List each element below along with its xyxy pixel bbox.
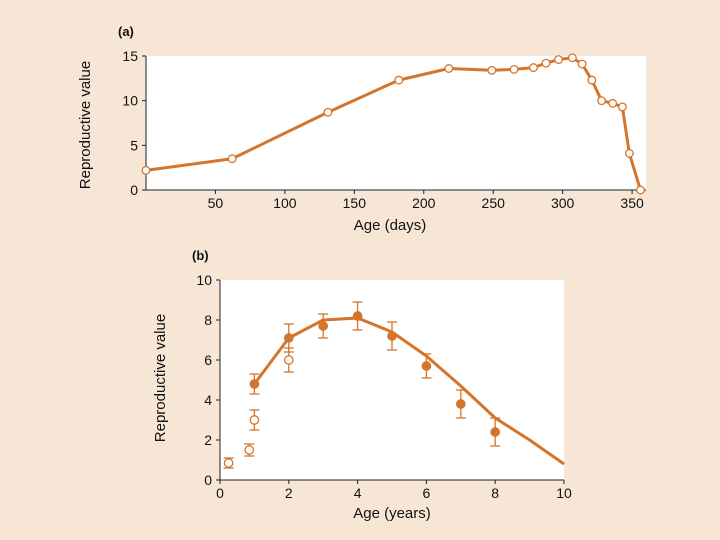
panel-b-x-tick-label: 0 bbox=[216, 485, 224, 501]
panel-a-y-axis-title: Reproductive value bbox=[77, 61, 94, 189]
panel-b-open-point bbox=[283, 355, 294, 365]
panel-b-filled-point bbox=[421, 361, 432, 371]
panel-b-filled-point bbox=[455, 399, 466, 409]
panel-a-open-point bbox=[577, 59, 587, 69]
panel-b-y-tick-label: 2 bbox=[204, 432, 212, 448]
panel-a-plot-area bbox=[146, 56, 646, 190]
panel-a-y-tick-label: 10 bbox=[122, 93, 138, 109]
panel-b-filled-point bbox=[249, 379, 260, 389]
panel-b-series-line bbox=[253, 316, 565, 466]
panel-b-open-point bbox=[244, 445, 255, 455]
panel-b-filled-point bbox=[352, 311, 363, 321]
panel-a-x-tick-label: 150 bbox=[343, 195, 367, 211]
panel-a-x-axis-title: Age (days) bbox=[354, 217, 427, 234]
panel-a-open-point bbox=[567, 53, 577, 63]
panel-b-y-tick-label: 4 bbox=[204, 392, 212, 408]
panel-a-open-point bbox=[608, 98, 618, 108]
panel-b-x-axis-title: Age (years) bbox=[353, 505, 431, 522]
panel-a-series bbox=[141, 53, 645, 195]
panel-a-x-tick-label: 350 bbox=[620, 195, 644, 211]
panel-b-x-tick-label: 2 bbox=[285, 485, 293, 501]
panel-a-label: (a) bbox=[118, 24, 134, 39]
panel-b-y-tick-label: 0 bbox=[204, 472, 212, 488]
panel-a-x-tick-label: 100 bbox=[273, 195, 297, 211]
panel-a-ticks: 50 100 150 200 250 300 350 0 5 10 15 bbox=[122, 48, 644, 211]
panel-b-x-tick-label: 4 bbox=[354, 485, 362, 501]
panel-a-open-point bbox=[394, 75, 404, 85]
panel-a-open-point bbox=[227, 154, 237, 164]
panel-b-open-point bbox=[249, 415, 260, 425]
panel-b-filled-point bbox=[387, 331, 397, 341]
panel-a-open-point bbox=[487, 65, 497, 75]
panel-b-ticks: 0 2 4 6 8 10 0 2 4 6 8 10 bbox=[196, 272, 572, 501]
panel-a-open-point bbox=[541, 58, 551, 68]
panel-b-series bbox=[223, 301, 565, 469]
panel-a-x-tick-label: 200 bbox=[412, 195, 436, 211]
panel-a-open-point bbox=[554, 55, 563, 65]
panel-b-y-tick-label: 8 bbox=[204, 312, 212, 328]
panel-b-y-tick-label: 6 bbox=[204, 352, 212, 368]
panel-b-filled-point bbox=[490, 427, 501, 437]
panel-a-open-point bbox=[323, 107, 333, 117]
panel-a-x-tick-label: 300 bbox=[551, 195, 575, 211]
panel-b-y-axis-title: Reproductive value bbox=[152, 314, 169, 442]
panel-a-open-point bbox=[635, 185, 645, 195]
panel-a-open-point bbox=[141, 165, 151, 175]
panel-a-x-tick-label: 50 bbox=[208, 195, 224, 211]
panel-a-open-point bbox=[587, 75, 597, 85]
panel-a-y-tick-label: 0 bbox=[130, 182, 138, 198]
panel-a-y-tick-label: 5 bbox=[130, 137, 138, 153]
panel-a-x-tick-label: 250 bbox=[482, 195, 506, 211]
panel-b-x-tick-label: 10 bbox=[556, 485, 572, 501]
panel-b-x-tick-label: 6 bbox=[423, 485, 431, 501]
panel-a: (a) Age (days) Reproductive value 50 100 1… bbox=[77, 24, 646, 234]
panel-b-x-tick-label: 8 bbox=[491, 485, 499, 501]
panel-b-filled-point bbox=[318, 321, 329, 331]
panel-b-filled-point bbox=[283, 333, 294, 343]
panel-b-plot-area bbox=[220, 280, 564, 480]
panel-b-open-point bbox=[223, 458, 234, 468]
panel-a-open-point bbox=[509, 64, 519, 74]
panel-a-open-point bbox=[617, 102, 627, 112]
panel-b: (b) Age (years) Reproductive value 0 2 4 6 8… bbox=[152, 248, 572, 522]
panel-a-open-point bbox=[624, 148, 634, 158]
panel-b-y-tick-label: 10 bbox=[196, 272, 212, 288]
panel-a-open-point bbox=[444, 64, 454, 73]
panel-a-open-point bbox=[529, 63, 538, 73]
panel-a-y-tick-label: 15 bbox=[122, 48, 138, 64]
panel-b-label: (b) bbox=[192, 248, 209, 263]
panel-a-open-point bbox=[597, 96, 607, 106]
